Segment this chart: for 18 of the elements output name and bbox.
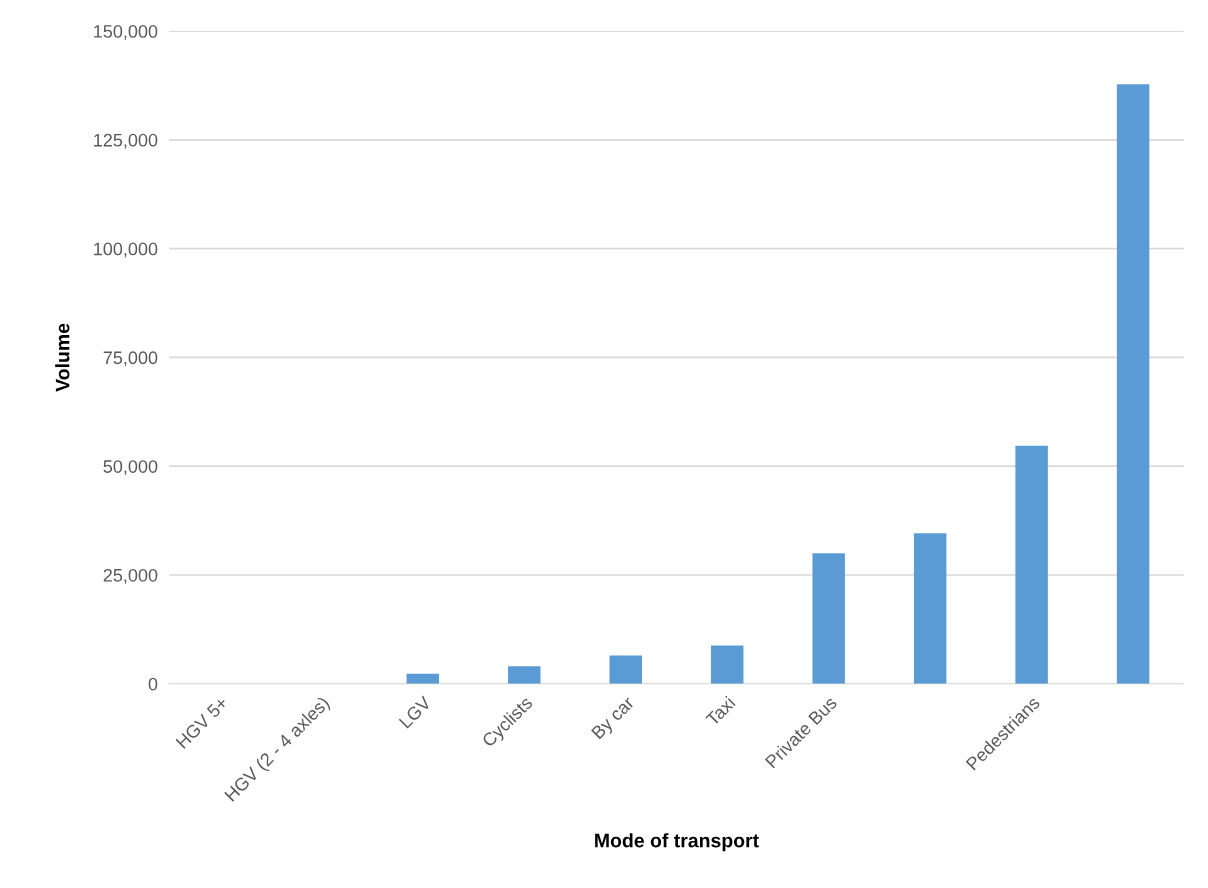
bar — [1116, 84, 1150, 684]
y-tick-label: 150,000 — [94, 25, 158, 40]
y-tick-label: 25,000 — [103, 568, 158, 584]
y-tick-label: 50,000 — [103, 460, 158, 476]
bar — [508, 666, 541, 684]
x-tick-label: Taxi — [704, 695, 736, 727]
bar — [710, 645, 744, 684]
y-tick-label: 75,000 — [103, 351, 158, 367]
bar — [1015, 445, 1048, 684]
y-tick-label: 0 — [148, 677, 158, 691]
x-axis-title: Mode of transport — [595, 833, 759, 852]
x-tick-label: By car — [591, 695, 638, 742]
y-tick-label: 125,000 — [94, 133, 158, 149]
y-tick-label: 100,000 — [94, 242, 158, 258]
bar — [913, 533, 947, 684]
y-axis-title: Volume — [55, 323, 70, 392]
bar — [812, 553, 845, 684]
bar — [609, 655, 642, 684]
